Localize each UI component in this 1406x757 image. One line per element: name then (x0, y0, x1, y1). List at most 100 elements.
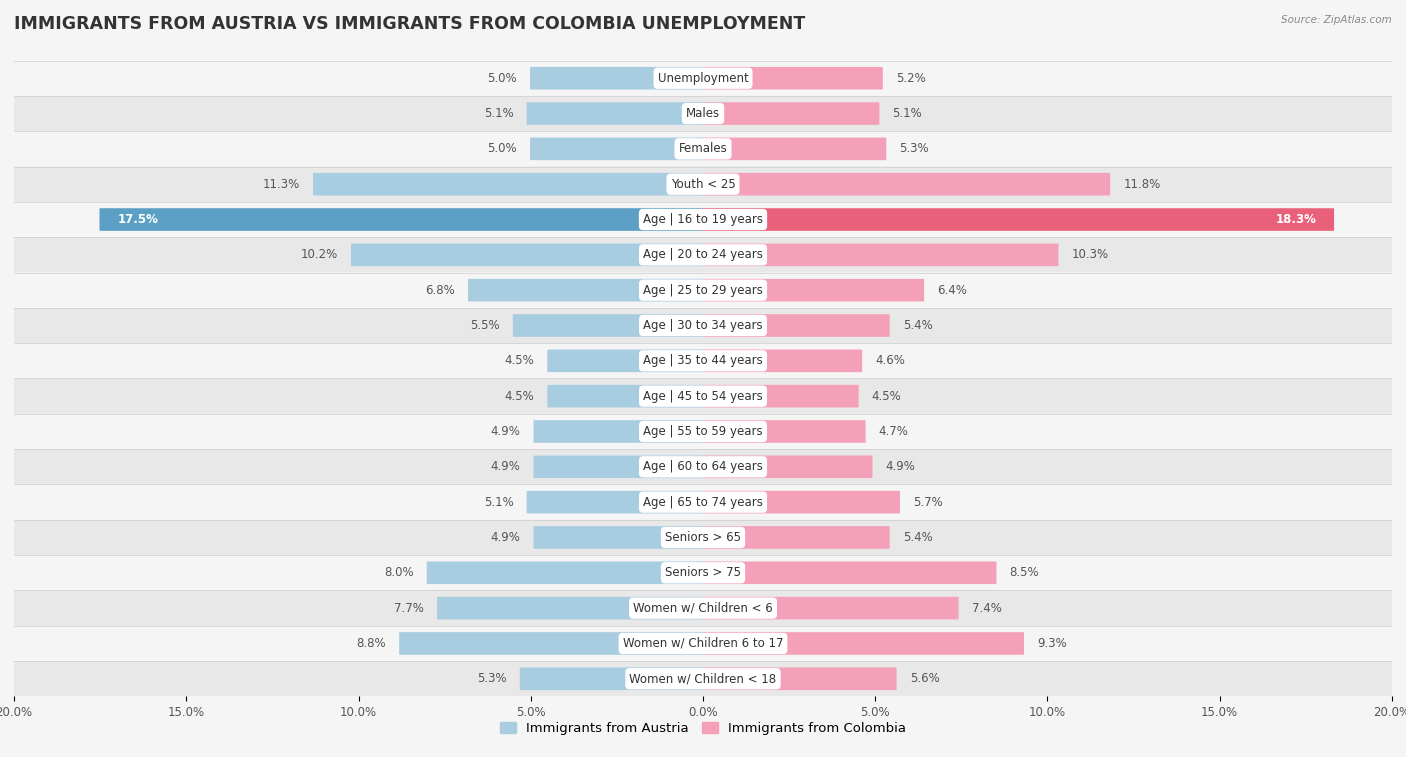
FancyBboxPatch shape (703, 632, 1024, 655)
FancyBboxPatch shape (352, 244, 703, 266)
Text: 8.0%: 8.0% (384, 566, 413, 579)
FancyBboxPatch shape (703, 385, 859, 407)
Text: 10.2%: 10.2% (301, 248, 337, 261)
Text: 4.5%: 4.5% (505, 354, 534, 367)
Text: 4.7%: 4.7% (879, 425, 908, 438)
FancyBboxPatch shape (14, 378, 1392, 414)
Text: Seniors > 75: Seniors > 75 (665, 566, 741, 579)
Text: Age | 30 to 34 years: Age | 30 to 34 years (643, 319, 763, 332)
FancyBboxPatch shape (14, 308, 1392, 343)
FancyBboxPatch shape (14, 449, 1392, 484)
Text: 4.5%: 4.5% (505, 390, 534, 403)
FancyBboxPatch shape (14, 96, 1392, 131)
Text: 4.9%: 4.9% (491, 460, 520, 473)
FancyBboxPatch shape (703, 420, 866, 443)
Text: Age | 55 to 59 years: Age | 55 to 59 years (643, 425, 763, 438)
FancyBboxPatch shape (468, 279, 703, 301)
Text: 4.9%: 4.9% (886, 460, 915, 473)
Text: Women w/ Children 6 to 17: Women w/ Children 6 to 17 (623, 637, 783, 650)
Text: Age | 65 to 74 years: Age | 65 to 74 years (643, 496, 763, 509)
Text: Age | 20 to 24 years: Age | 20 to 24 years (643, 248, 763, 261)
FancyBboxPatch shape (14, 484, 1392, 520)
FancyBboxPatch shape (14, 131, 1392, 167)
Text: 5.0%: 5.0% (488, 142, 517, 155)
Text: 5.4%: 5.4% (903, 531, 932, 544)
Text: 5.3%: 5.3% (900, 142, 929, 155)
Text: 4.5%: 4.5% (872, 390, 901, 403)
Text: 5.7%: 5.7% (912, 496, 943, 509)
FancyBboxPatch shape (14, 273, 1392, 308)
FancyBboxPatch shape (703, 279, 924, 301)
Text: 17.5%: 17.5% (117, 213, 159, 226)
FancyBboxPatch shape (14, 343, 1392, 378)
Text: Seniors > 65: Seniors > 65 (665, 531, 741, 544)
Text: 8.5%: 8.5% (1010, 566, 1039, 579)
FancyBboxPatch shape (14, 555, 1392, 590)
FancyBboxPatch shape (14, 237, 1392, 273)
FancyBboxPatch shape (703, 102, 879, 125)
Text: 5.6%: 5.6% (910, 672, 939, 685)
Text: Age | 25 to 29 years: Age | 25 to 29 years (643, 284, 763, 297)
Text: Unemployment: Unemployment (658, 72, 748, 85)
FancyBboxPatch shape (100, 208, 703, 231)
FancyBboxPatch shape (530, 138, 703, 160)
Text: 5.5%: 5.5% (470, 319, 499, 332)
Text: Age | 45 to 54 years: Age | 45 to 54 years (643, 390, 763, 403)
Text: Males: Males (686, 107, 720, 120)
FancyBboxPatch shape (14, 661, 1392, 696)
FancyBboxPatch shape (547, 350, 703, 372)
Text: Source: ZipAtlas.com: Source: ZipAtlas.com (1281, 15, 1392, 25)
Text: 5.3%: 5.3% (477, 672, 506, 685)
Text: 7.4%: 7.4% (972, 602, 1001, 615)
Text: 5.1%: 5.1% (484, 107, 513, 120)
FancyBboxPatch shape (427, 562, 703, 584)
Text: 11.8%: 11.8% (1123, 178, 1160, 191)
Text: Females: Females (679, 142, 727, 155)
FancyBboxPatch shape (14, 520, 1392, 555)
Text: Youth < 25: Youth < 25 (671, 178, 735, 191)
Text: 6.8%: 6.8% (425, 284, 456, 297)
FancyBboxPatch shape (513, 314, 703, 337)
Text: 5.1%: 5.1% (484, 496, 513, 509)
FancyBboxPatch shape (14, 414, 1392, 449)
FancyBboxPatch shape (703, 456, 873, 478)
FancyBboxPatch shape (703, 668, 897, 690)
Text: 8.8%: 8.8% (357, 637, 387, 650)
FancyBboxPatch shape (399, 632, 703, 655)
Text: 4.6%: 4.6% (875, 354, 905, 367)
FancyBboxPatch shape (703, 491, 900, 513)
FancyBboxPatch shape (703, 350, 862, 372)
Text: 6.4%: 6.4% (938, 284, 967, 297)
FancyBboxPatch shape (703, 67, 883, 89)
Text: IMMIGRANTS FROM AUSTRIA VS IMMIGRANTS FROM COLOMBIA UNEMPLOYMENT: IMMIGRANTS FROM AUSTRIA VS IMMIGRANTS FR… (14, 15, 806, 33)
Text: 11.3%: 11.3% (263, 178, 299, 191)
Text: 10.3%: 10.3% (1071, 248, 1109, 261)
Text: 5.4%: 5.4% (903, 319, 932, 332)
FancyBboxPatch shape (703, 138, 886, 160)
FancyBboxPatch shape (14, 202, 1392, 237)
FancyBboxPatch shape (14, 590, 1392, 626)
FancyBboxPatch shape (703, 244, 1059, 266)
FancyBboxPatch shape (703, 314, 890, 337)
FancyBboxPatch shape (14, 626, 1392, 661)
FancyBboxPatch shape (703, 173, 1111, 195)
FancyBboxPatch shape (533, 526, 703, 549)
FancyBboxPatch shape (533, 420, 703, 443)
FancyBboxPatch shape (533, 456, 703, 478)
Text: 5.1%: 5.1% (893, 107, 922, 120)
FancyBboxPatch shape (520, 668, 703, 690)
Text: Age | 16 to 19 years: Age | 16 to 19 years (643, 213, 763, 226)
Text: Women w/ Children < 18: Women w/ Children < 18 (630, 672, 776, 685)
Text: 7.7%: 7.7% (394, 602, 425, 615)
FancyBboxPatch shape (527, 102, 703, 125)
FancyBboxPatch shape (14, 61, 1392, 96)
Text: Age | 60 to 64 years: Age | 60 to 64 years (643, 460, 763, 473)
Text: 5.2%: 5.2% (896, 72, 925, 85)
Text: 5.0%: 5.0% (488, 72, 517, 85)
FancyBboxPatch shape (547, 385, 703, 407)
Text: 4.9%: 4.9% (491, 531, 520, 544)
Text: 4.9%: 4.9% (491, 425, 520, 438)
FancyBboxPatch shape (703, 208, 1334, 231)
Text: 18.3%: 18.3% (1275, 213, 1316, 226)
Legend: Immigrants from Austria, Immigrants from Colombia: Immigrants from Austria, Immigrants from… (495, 717, 911, 740)
